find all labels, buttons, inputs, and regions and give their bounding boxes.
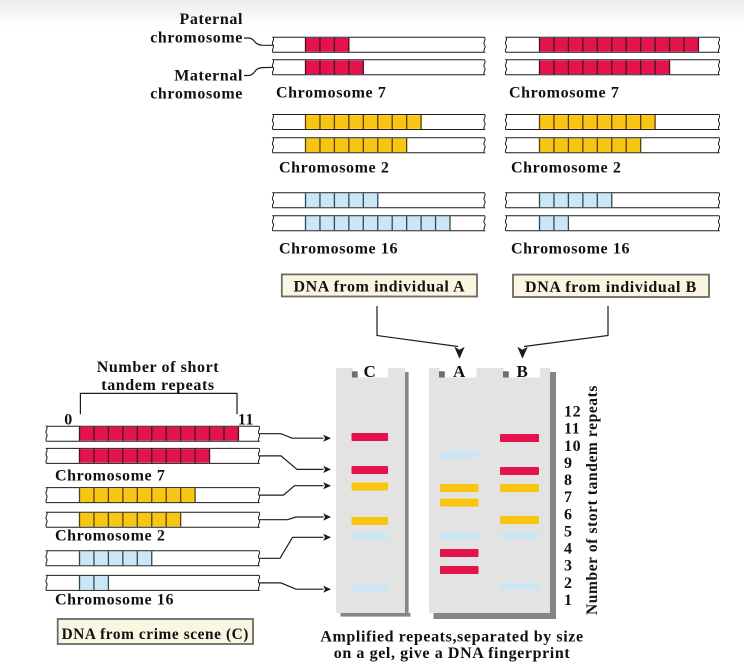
svg-text:Maternal: Maternal bbox=[174, 68, 243, 85]
svg-text:DNA from individual B: DNA from individual B bbox=[525, 279, 697, 296]
svg-text:8: 8 bbox=[564, 472, 573, 489]
svg-text:6: 6 bbox=[564, 506, 573, 523]
svg-text:Chromosome 2: Chromosome 2 bbox=[511, 160, 621, 177]
svg-text:11: 11 bbox=[238, 412, 254, 429]
svg-text:10: 10 bbox=[564, 438, 581, 455]
svg-text:Paternal: Paternal bbox=[180, 11, 243, 28]
svg-text:Number of stort tandem repeats: Number of stort tandem repeats bbox=[584, 385, 601, 615]
svg-text:Chromosome 16: Chromosome 16 bbox=[55, 592, 174, 609]
svg-text:DNA from crime scene (C): DNA from crime scene (C) bbox=[62, 626, 249, 643]
svg-text:on a gel, give a DNA fingerpri: on a gel, give a DNA fingerprint bbox=[334, 645, 571, 662]
svg-text:12: 12 bbox=[564, 404, 581, 421]
svg-text:11: 11 bbox=[564, 421, 580, 438]
svg-text:DNA from individual A: DNA from individual A bbox=[293, 279, 465, 296]
svg-text:A: A bbox=[453, 362, 466, 381]
svg-text:Chromosome 16: Chromosome 16 bbox=[279, 241, 398, 258]
svg-text:7: 7 bbox=[564, 489, 573, 506]
svg-text:3: 3 bbox=[564, 558, 573, 575]
svg-text:Chromosome 7: Chromosome 7 bbox=[55, 468, 165, 485]
svg-text:0: 0 bbox=[64, 412, 73, 429]
svg-text:4: 4 bbox=[564, 541, 573, 558]
svg-text:C: C bbox=[364, 362, 377, 381]
svg-text:chromosome: chromosome bbox=[150, 86, 243, 103]
svg-text:Amplified repeats,separated by: Amplified repeats,separated by size bbox=[320, 629, 583, 646]
svg-text:Chromosome 7: Chromosome 7 bbox=[509, 85, 619, 102]
svg-text:chromosome: chromosome bbox=[150, 30, 243, 47]
svg-text:Number of short: Number of short bbox=[97, 359, 220, 376]
svg-text:Chromosome 2: Chromosome 2 bbox=[279, 160, 389, 177]
svg-text:Chromosome 2: Chromosome 2 bbox=[55, 528, 165, 545]
svg-text:tandem repeats: tandem repeats bbox=[101, 377, 214, 394]
svg-text:Chromosome 16: Chromosome 16 bbox=[511, 241, 630, 258]
svg-text:5: 5 bbox=[564, 523, 573, 540]
svg-text:B: B bbox=[517, 362, 529, 381]
svg-text:1: 1 bbox=[564, 592, 573, 609]
svg-text:Chromosome 7: Chromosome 7 bbox=[276, 85, 386, 102]
svg-text:2: 2 bbox=[564, 575, 573, 592]
svg-text:9: 9 bbox=[564, 455, 573, 472]
